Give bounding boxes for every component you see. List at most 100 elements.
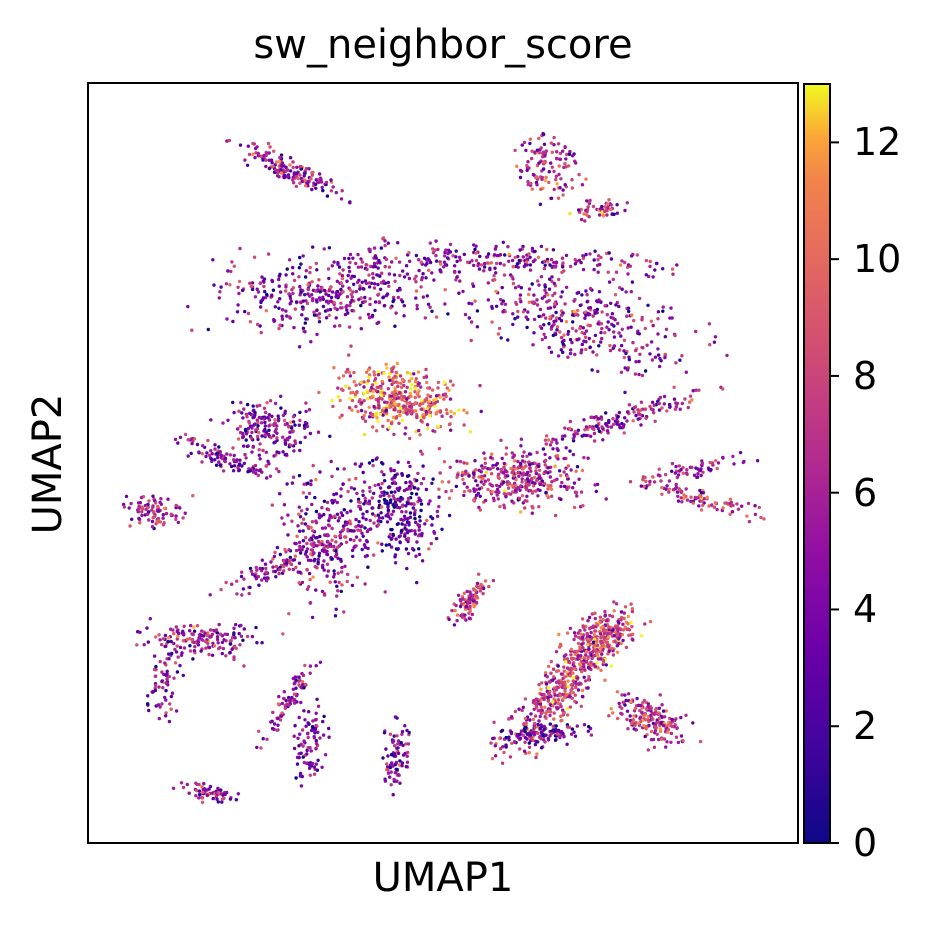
scatter-point (402, 304, 406, 308)
scatter-point (678, 358, 682, 362)
scatter-point (376, 385, 380, 389)
scatter-point (376, 483, 381, 487)
scatter-point (302, 709, 306, 713)
scatter-point (523, 506, 527, 510)
scatter-point (597, 213, 602, 217)
scatter-point (452, 411, 457, 416)
scatter-point (393, 374, 397, 378)
scatter-point (740, 504, 744, 508)
scatter-point (397, 763, 402, 767)
scatter-point (306, 731, 310, 735)
scatter-point (507, 252, 511, 256)
scatter-point (502, 503, 506, 507)
scatter-point (620, 327, 624, 331)
scatter-point (353, 392, 358, 397)
scatter-point (163, 695, 167, 700)
scatter-point (632, 410, 636, 414)
scatter-point (327, 313, 331, 317)
scatter-point (402, 488, 407, 493)
scatter-point (294, 776, 298, 780)
scatter-point (562, 456, 566, 461)
scatter-point (393, 407, 397, 411)
scatter-point (304, 317, 308, 321)
scatter-point (580, 342, 584, 347)
scatter-point (625, 717, 629, 722)
scatter-point (288, 296, 293, 301)
scatter-point (347, 406, 352, 410)
scatter-point (271, 557, 275, 561)
scatter-point (419, 419, 423, 423)
scatter-point (611, 422, 616, 427)
scatter-point (165, 677, 169, 681)
scatter-point (274, 160, 279, 164)
scatter-point (276, 300, 280, 304)
scatter-point (609, 257, 614, 261)
scatter-point (307, 491, 312, 496)
scatter-point (265, 292, 269, 297)
scatter-point (516, 470, 521, 475)
scatter-point (269, 435, 273, 440)
scatter-point (388, 378, 392, 382)
scatter-point (395, 779, 399, 783)
scatter-point (332, 492, 336, 497)
scatter-point (675, 401, 680, 406)
scatter-point (264, 450, 268, 454)
scatter-point (383, 243, 387, 248)
scatter-point (175, 637, 179, 641)
scatter-point (387, 494, 391, 498)
scatter-point (517, 707, 521, 711)
scatter-point (146, 640, 150, 644)
scatter-point (347, 325, 352, 329)
scatter-point (456, 593, 461, 597)
scatter-point (699, 494, 703, 498)
scatter-point (582, 656, 587, 661)
scatter-point (472, 489, 476, 494)
scatter-point (295, 534, 299, 538)
scatter-point (339, 511, 343, 515)
scatter-point (281, 435, 285, 439)
scatter-point (561, 676, 565, 681)
scatter-point (333, 324, 337, 328)
scatter-point (455, 475, 459, 479)
scatter-point (372, 373, 377, 377)
scatter-point (404, 764, 408, 769)
scatter-point (599, 322, 604, 326)
scatter-point (565, 713, 570, 717)
scatter-point (501, 745, 505, 749)
scatter-point (345, 304, 349, 308)
scatter-point (269, 158, 274, 162)
scatter-point (326, 267, 331, 271)
scatter-point (342, 610, 346, 614)
scatter-point (543, 740, 547, 744)
scatter-point (414, 296, 418, 300)
scatter-point (557, 632, 561, 637)
scatter-point (404, 408, 409, 412)
scatter-point (247, 591, 251, 596)
scatter-point (398, 288, 402, 292)
scatter-point (376, 373, 381, 377)
scatter-point (426, 386, 430, 390)
scatter-point (341, 388, 345, 393)
scatter-point (298, 570, 302, 574)
scatter-point (152, 654, 157, 658)
scatter-point (623, 605, 628, 609)
scatter-point (412, 486, 416, 490)
scatter-point (191, 494, 195, 498)
scatter-point (556, 701, 560, 706)
scatter-point (630, 313, 634, 317)
scatter-point (421, 401, 425, 406)
scatter-point (174, 503, 178, 508)
scatter-point (183, 511, 187, 515)
scatter-point (340, 413, 344, 417)
scatter-point (291, 272, 295, 276)
scatter-point (415, 580, 419, 585)
scatter-point (376, 419, 380, 423)
scatter-point (697, 504, 701, 508)
scatter-point (569, 683, 574, 687)
scatter-point (255, 322, 260, 327)
scatter-point (150, 525, 155, 529)
scatter-point (147, 499, 151, 503)
scatter-point (512, 501, 516, 505)
scatter-point (554, 724, 558, 728)
